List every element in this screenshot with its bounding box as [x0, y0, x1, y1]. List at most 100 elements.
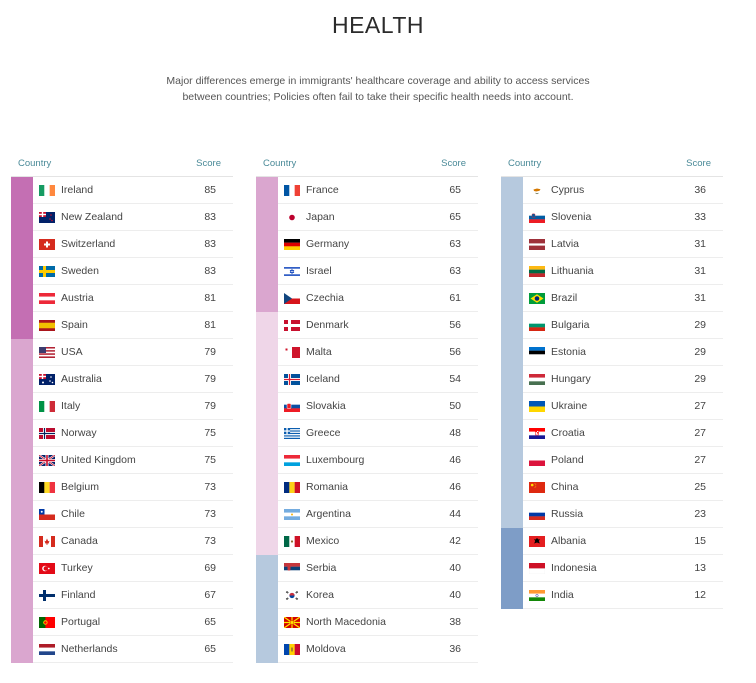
score-tier-bar — [256, 231, 278, 258]
country-row-belgium: Belgium 73 — [11, 474, 233, 501]
country-score: 27 — [694, 400, 706, 412]
netherlands-flag-icon — [39, 644, 55, 655]
country-score: 48 — [449, 427, 461, 439]
score-tier-bar — [256, 177, 278, 204]
country-name: China — [551, 481, 579, 493]
slovenia-flag-icon — [529, 212, 545, 223]
israel-flag-icon — [284, 266, 300, 277]
country-name: France — [306, 184, 339, 196]
header-score: Score — [686, 158, 711, 169]
country-row-brazil: Brazil 31 — [501, 285, 723, 312]
country-score: 12 — [694, 589, 706, 601]
country-row-argentina: Argentina 44 — [256, 501, 478, 528]
score-tier-bar — [256, 204, 278, 231]
country-row-serbia: Serbia 40 — [256, 555, 478, 582]
score-tier-bar — [256, 393, 278, 420]
country-row-china: China 25 — [501, 474, 723, 501]
country-name: USA — [61, 346, 83, 358]
malta-flag-icon — [284, 347, 300, 358]
score-tier-bar — [256, 258, 278, 285]
country-name: Greece — [306, 427, 341, 439]
ranking-column-3: Country Score Cyprus 36 Slovenia 33 Latvia 31… — [501, 154, 723, 609]
country-row-hungary: Hungary 29 — [501, 366, 723, 393]
country-row-moldova: Moldova 36 — [256, 636, 478, 663]
country-row-latvia: Latvia 31 — [501, 231, 723, 258]
iceland-flag-icon — [284, 374, 300, 385]
country-name: Ukraine — [551, 400, 588, 412]
country-row-estonia: Estonia 29 — [501, 339, 723, 366]
argentina-flag-icon — [284, 509, 300, 520]
country-row-spain: Spain 81 — [11, 312, 233, 339]
country-score: 42 — [449, 535, 461, 547]
country-name: Portugal — [61, 616, 101, 628]
country-score: 83 — [204, 211, 216, 223]
italy-flag-icon — [39, 401, 55, 412]
country-score: 40 — [449, 562, 461, 574]
chile-flag-icon — [39, 509, 55, 520]
country-score: 81 — [204, 319, 216, 331]
score-tier-bar — [11, 285, 33, 312]
country-name: Korea — [306, 589, 335, 601]
score-tier-bar — [11, 636, 33, 663]
croatia-flag-icon — [529, 428, 545, 439]
country-name: North Macedonia — [306, 616, 386, 628]
country-name: Japan — [306, 211, 335, 223]
greece-flag-icon — [284, 428, 300, 439]
country-name: Lithuania — [551, 265, 594, 277]
japan-flag-icon — [284, 212, 300, 223]
korea-flag-icon — [284, 590, 300, 601]
country-name: Italy — [61, 400, 81, 412]
score-tier-bar — [11, 204, 33, 231]
country-row-bulgaria: Bulgaria 29 — [501, 312, 723, 339]
country-name: United Kingdom — [61, 454, 136, 466]
score-tier-bar — [501, 393, 523, 420]
country-name: Finland — [61, 589, 96, 601]
country-score: 65 — [449, 184, 461, 196]
country-row-indonesia: Indonesia 13 — [501, 555, 723, 582]
score-tier-bar — [11, 609, 33, 636]
country-name: Israel — [306, 265, 332, 277]
country-name: Albania — [551, 535, 587, 547]
score-tier-bar — [11, 258, 33, 285]
score-tier-bar — [501, 204, 523, 231]
country-row-lithuania: Lithuania 31 — [501, 258, 723, 285]
country-score: 31 — [694, 238, 706, 250]
country-score: 56 — [449, 319, 461, 331]
ranking-rows: Ireland 85 New Zealand 83 Switzerland 83 Swede… — [11, 177, 233, 663]
brazil-flag-icon — [529, 293, 545, 304]
country-score: 73 — [204, 535, 216, 547]
indonesia-flag-icon — [529, 563, 545, 574]
column-header: Country Score — [501, 154, 723, 177]
switzerland-flag-icon — [39, 239, 55, 250]
country-row-norway: Norway 75 — [11, 420, 233, 447]
country-row-finland: Finland 67 — [11, 582, 233, 609]
austria-flag-icon — [39, 293, 55, 304]
score-tier-bar — [256, 609, 278, 636]
country-name: Latvia — [551, 238, 580, 250]
country-name: Switzerland — [61, 238, 116, 250]
country-row-switzerland: Switzerland 83 — [11, 231, 233, 258]
country-score: 25 — [694, 481, 706, 493]
score-tier-bar — [11, 366, 33, 393]
score-tier-bar — [11, 447, 33, 474]
score-tier-bar — [256, 420, 278, 447]
country-score: 36 — [449, 643, 461, 655]
country-score: 29 — [694, 319, 706, 331]
score-tier-bar — [501, 285, 523, 312]
country-name: Turkey — [61, 562, 93, 574]
country-name: Indonesia — [551, 562, 597, 574]
india-flag-icon — [529, 590, 545, 601]
country-name: Moldova — [306, 643, 346, 655]
score-tier-bar — [11, 393, 33, 420]
portugal-flag-icon — [39, 617, 55, 628]
country-score: 46 — [449, 481, 461, 493]
country-row-ireland: Ireland 85 — [11, 177, 233, 204]
finland-flag-icon — [39, 590, 55, 601]
score-tier-bar — [256, 312, 278, 339]
score-tier-bar — [256, 447, 278, 474]
score-tier-bar — [11, 582, 33, 609]
country-score: 50 — [449, 400, 461, 412]
country-row-ukraine: Ukraine 27 — [501, 393, 723, 420]
serbia-flag-icon — [284, 563, 300, 574]
score-tier-bar — [11, 420, 33, 447]
